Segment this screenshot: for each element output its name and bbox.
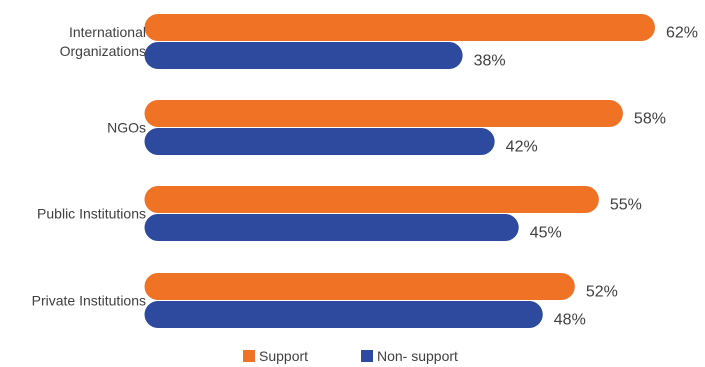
value-label: 52% bbox=[586, 284, 618, 301]
value-label: 48% bbox=[554, 312, 586, 329]
legend-swatch-0 bbox=[243, 350, 255, 362]
value-label: 62% bbox=[666, 25, 698, 42]
bar-non-support-0 bbox=[144, 42, 463, 69]
category-label: Organizations bbox=[60, 43, 146, 59]
legend: Support Non- support bbox=[243, 348, 458, 364]
plot-area: 62% 38% International Organizations 58% 42% NG… bbox=[32, 14, 698, 329]
bar-non-support-1 bbox=[144, 128, 495, 155]
bar-support-1 bbox=[144, 100, 623, 127]
bar-non-support-2 bbox=[144, 214, 519, 241]
value-label: 58% bbox=[634, 111, 666, 128]
category-label: Public Institutions bbox=[37, 206, 146, 222]
category-label: International bbox=[69, 24, 146, 40]
bar-support-2 bbox=[144, 186, 599, 213]
legend-label-0: Support bbox=[259, 348, 308, 364]
legend-swatch-1 bbox=[361, 350, 373, 362]
bar-support-0 bbox=[144, 14, 655, 41]
category-label: Private Institutions bbox=[32, 293, 146, 309]
value-label: 55% bbox=[610, 197, 642, 214]
bar-non-support-3 bbox=[144, 301, 543, 328]
value-label: 42% bbox=[506, 139, 538, 156]
bar-support-3 bbox=[144, 273, 575, 300]
category-label: NGOs bbox=[107, 120, 146, 136]
value-label: 38% bbox=[474, 53, 506, 70]
value-label: 45% bbox=[530, 225, 562, 242]
legend-label-1: Non- support bbox=[377, 348, 458, 364]
